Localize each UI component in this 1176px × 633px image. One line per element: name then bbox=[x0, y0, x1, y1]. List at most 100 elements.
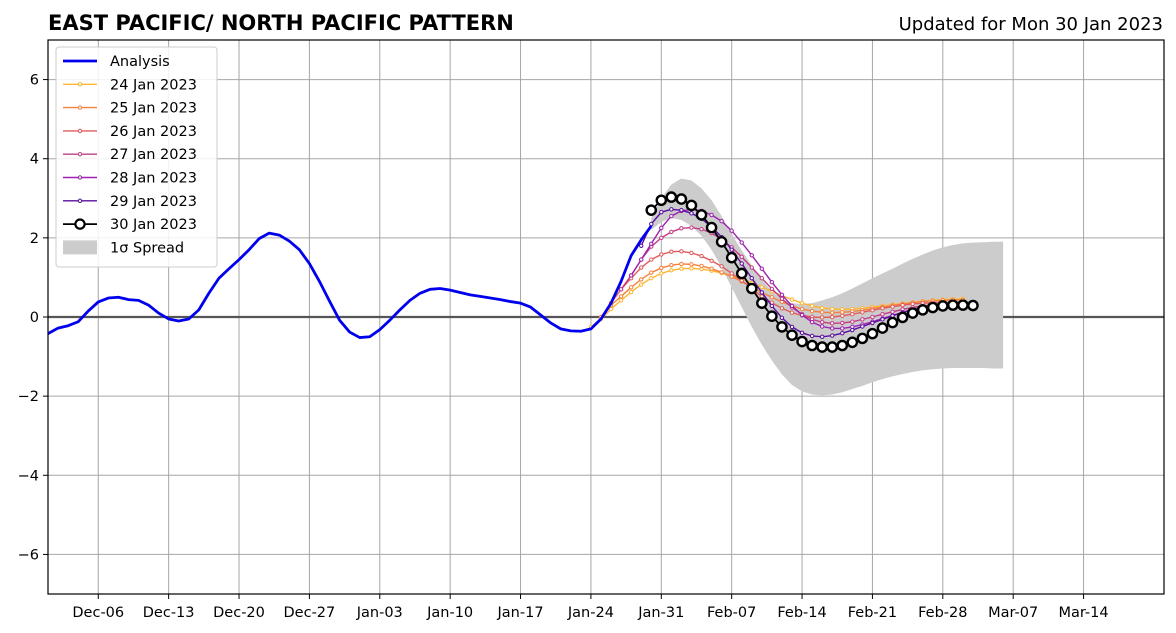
series-point-1-5 bbox=[649, 270, 654, 275]
series-point-1-24 bbox=[840, 310, 845, 315]
series-point-3-0 bbox=[618, 287, 624, 292]
series-point-6-24 bbox=[886, 316, 899, 329]
series-point-0-4 bbox=[628, 289, 634, 295]
series-point-3-6 bbox=[679, 226, 684, 231]
series-point-1-7 bbox=[669, 262, 674, 268]
series-point-3-4 bbox=[659, 235, 664, 241]
series-point-6-9 bbox=[735, 267, 748, 280]
series-point-1-11 bbox=[709, 266, 714, 271]
series-point-6-13 bbox=[776, 321, 788, 333]
legend-marker-2 bbox=[77, 105, 83, 110]
series-point-6-6 bbox=[705, 221, 718, 234]
series-point-5-1 bbox=[649, 221, 654, 227]
series-point-3-5 bbox=[669, 229, 674, 235]
legend-swatch-8 bbox=[63, 240, 97, 255]
x-tick-label-7: Jan-24 bbox=[567, 605, 614, 621]
series-point-1-12 bbox=[719, 270, 724, 275]
series-point-2-23 bbox=[840, 313, 845, 319]
series-point-5-15 bbox=[789, 324, 795, 330]
series-point-1-9 bbox=[689, 262, 694, 267]
series-point-3-21 bbox=[830, 321, 835, 326]
tick-labels: Dec-06 Dec-13 Dec-20 Dec-27 Jan-03 Jan-10 Jan-… bbox=[18, 73, 1109, 621]
legend-label-1: 24 Jan 2023 bbox=[110, 77, 197, 93]
series-point-6-14 bbox=[786, 329, 798, 342]
series-point-5-10 bbox=[739, 261, 744, 266]
series-point-2-9 bbox=[699, 253, 704, 259]
series-point-2-22 bbox=[830, 314, 835, 320]
series-point-0-23 bbox=[819, 305, 825, 311]
series-point-5-0 bbox=[638, 243, 644, 248]
series-point-0-21 bbox=[799, 300, 805, 306]
series-point-2-21 bbox=[819, 315, 825, 320]
legend-entry-4: 27 Jan 2023 bbox=[63, 147, 197, 163]
series-point-6-25 bbox=[896, 311, 909, 324]
series-point-6-27 bbox=[916, 304, 929, 316]
chart-subtitle: Updated for Mon 30 Jan 2023 bbox=[899, 14, 1163, 35]
series-point-0-9 bbox=[679, 266, 684, 271]
series-point-4-21 bbox=[840, 326, 845, 331]
series-point-1-8 bbox=[679, 261, 684, 267]
series-point-3-14 bbox=[759, 276, 765, 281]
series-point-6-19 bbox=[836, 339, 849, 352]
y-tick-label-0: −6 bbox=[18, 547, 39, 563]
series-point-0-10 bbox=[689, 266, 694, 271]
y-tick-label-5: 4 bbox=[30, 152, 39, 168]
series-point-5-3 bbox=[669, 207, 674, 212]
series-point-4-18 bbox=[809, 319, 815, 325]
series-point-2-18 bbox=[789, 310, 795, 315]
legend-marker-6 bbox=[77, 198, 83, 204]
series-point-2-3 bbox=[638, 265, 644, 270]
series-point-6-0 bbox=[645, 204, 658, 216]
series-point-1-6 bbox=[659, 265, 664, 271]
series-point-3-16 bbox=[779, 296, 785, 301]
series-point-6-26 bbox=[906, 307, 919, 319]
series-point-6-16 bbox=[806, 339, 818, 352]
legend-label-4: 27 Jan 2023 bbox=[110, 147, 197, 163]
series-point-3-20 bbox=[819, 319, 825, 325]
legend-label-5: 28 Jan 2023 bbox=[110, 171, 197, 187]
series-point-4-8 bbox=[709, 212, 714, 218]
series-point-2-13 bbox=[739, 278, 744, 283]
series-point-6-8 bbox=[725, 251, 738, 264]
series-point-4-15 bbox=[779, 292, 785, 298]
series-point-2-10 bbox=[709, 258, 714, 264]
series-point-0-24 bbox=[830, 306, 835, 312]
series-point-2-29 bbox=[900, 302, 905, 308]
legend-label-0: Analysis bbox=[110, 54, 170, 70]
series-point-2-12 bbox=[729, 271, 734, 276]
series-point-4-10 bbox=[729, 228, 734, 233]
series-point-4-12 bbox=[749, 253, 754, 258]
series-point-5-20 bbox=[840, 331, 845, 336]
series-point-0-2 bbox=[608, 306, 614, 312]
series-point-2-8 bbox=[689, 250, 694, 256]
series-point-4-17 bbox=[799, 312, 805, 318]
series-point-3-15 bbox=[769, 286, 775, 292]
x-tick-label-11: Feb-21 bbox=[848, 605, 897, 621]
series-point-4-9 bbox=[719, 219, 724, 224]
series-point-3-13 bbox=[749, 265, 754, 270]
series-point-0-5 bbox=[638, 282, 644, 287]
series-point-6-30 bbox=[947, 299, 959, 311]
series-point-4-0 bbox=[628, 273, 634, 278]
series-point-3-24 bbox=[860, 317, 865, 322]
series-point-3-25 bbox=[870, 314, 875, 320]
series-point-6-23 bbox=[876, 322, 889, 334]
series-point-2-25 bbox=[860, 310, 865, 315]
series-point-2-30 bbox=[910, 301, 915, 307]
series-point-3-7 bbox=[689, 225, 694, 230]
series-point-2-24 bbox=[850, 312, 855, 317]
legend-entry-5: 28 Jan 2023 bbox=[63, 171, 197, 187]
series-point-5-14 bbox=[779, 315, 785, 320]
series-point-6-3 bbox=[675, 193, 688, 205]
series-point-6-4 bbox=[685, 199, 698, 212]
series-point-2-17 bbox=[779, 306, 785, 311]
series-point-5-21 bbox=[850, 327, 855, 333]
series-point-6-20 bbox=[846, 336, 859, 349]
series-point-5-13 bbox=[769, 303, 775, 309]
x-tick-label-9: Feb-07 bbox=[707, 605, 756, 621]
legend: Analysis 24 Jan 2023 25 Jan 2023 26 Jan 202… bbox=[55, 46, 218, 268]
series-point-3-27 bbox=[890, 309, 895, 315]
series-point-2-7 bbox=[679, 249, 684, 254]
series-point-1-17 bbox=[769, 295, 775, 300]
